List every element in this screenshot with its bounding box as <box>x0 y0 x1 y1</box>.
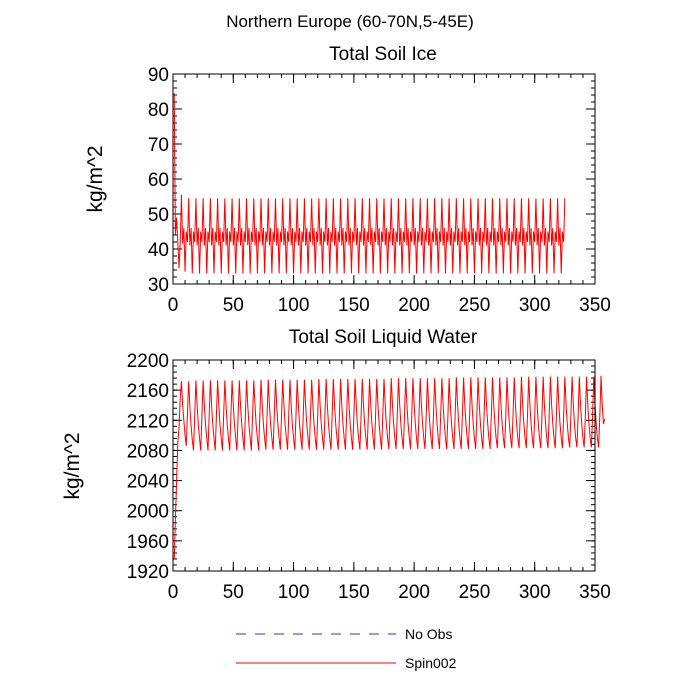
soil-liquid-water-xtick-label: 350 <box>579 582 611 603</box>
figure-title: Northern Europe (60-70N,5-45E) <box>226 12 474 31</box>
soil-liquid-water-xtick-label: 250 <box>459 582 491 603</box>
legend-item-no-obs: No Obs <box>236 626 452 642</box>
legend: No Obs Spin002 <box>236 626 457 671</box>
soil-liquid-water-ytick-label: 2000 <box>127 502 169 523</box>
soil-liquid-water-xtick-label: 300 <box>519 582 551 603</box>
soil-ice-ytick-label: 40 <box>148 240 169 261</box>
soil-ice-ytick-label: 90 <box>148 65 169 86</box>
soil-ice-xtick-label: 150 <box>338 295 370 316</box>
soil-liquid-water-ytick-label: 1960 <box>127 532 169 553</box>
soil-ice-ytick-label: 50 <box>148 205 169 226</box>
soil-ice-xtick-label: 250 <box>459 295 491 316</box>
legend-label-no-obs: No Obs <box>405 626 452 642</box>
soil-ice-xtick-label: 0 <box>168 295 179 316</box>
soil-ice-xtick-label: 100 <box>278 295 310 316</box>
soil-liquid-water-ytick-label: 2200 <box>127 351 169 372</box>
soil-liquid-water-xtick-label: 150 <box>338 582 370 603</box>
soil-liquid-water-series <box>173 375 606 560</box>
soil-ice-title: Total Soil Ice <box>329 44 437 65</box>
soil-liquid-water-panel: Total Soil Liquid Water kg/m^2 0 50 100 150… <box>61 327 611 603</box>
soil-ice-xtick-label: 50 <box>223 295 244 316</box>
soil-ice-ytick-label: 70 <box>148 135 169 156</box>
soil-ice-xtick-label: 300 <box>519 295 551 316</box>
soil-liquid-water-title: Total Soil Liquid Water <box>289 327 478 348</box>
soil-ice-plot-frame <box>172 73 596 285</box>
soil-liquid-water-series-line <box>173 375 606 560</box>
soil-liquid-water-ytick-label: 2080 <box>127 441 169 462</box>
soil-liquid-water-xtick-label: 50 <box>223 582 244 603</box>
soil-ice-series <box>173 93 566 274</box>
soil-liquid-water-xtick-label: 100 <box>278 582 310 603</box>
soil-liquid-water-ytick-label: 2120 <box>127 411 169 432</box>
soil-liquid-water-xtick-label: 0 <box>168 582 179 603</box>
soil-liquid-water-ytick-label: 2160 <box>127 381 169 402</box>
soil-ice-xtick-label: 350 <box>579 295 611 316</box>
soil-liquid-water-xtick-label: 200 <box>398 582 430 603</box>
soil-ice-ylabel: kg/m^2 <box>84 145 107 212</box>
soil-ice-series-line <box>173 93 566 274</box>
legend-item-spin002: Spin002 <box>236 655 457 671</box>
legend-label-spin002: Spin002 <box>405 655 457 671</box>
soil-liquid-water-ticks: 0 50 100 150 200 250 300 350 1920 1960 2000 2040 208… <box>127 351 611 603</box>
soil-liquid-water-ytick-label: 1920 <box>127 562 169 583</box>
soil-ice-ytick-label: 30 <box>148 275 169 296</box>
soil-liquid-water-ylabel: kg/m^2 <box>61 432 84 499</box>
soil-ice-panel: Total Soil Ice kg/m^2 0 50 100 150 200 250 300… <box>84 44 611 316</box>
soil-liquid-water-plot-frame <box>172 359 596 572</box>
soil-ice-ytick-label: 80 <box>148 100 169 121</box>
soil-ice-ticks: 0 50 100 150 200 250 300 350 30 40 50 60 70 80 90 <box>148 65 611 316</box>
soil-liquid-water-ytick-label: 2040 <box>127 472 169 493</box>
soil-ice-xtick-label: 200 <box>398 295 430 316</box>
soil-ice-ytick-label: 60 <box>148 170 169 191</box>
